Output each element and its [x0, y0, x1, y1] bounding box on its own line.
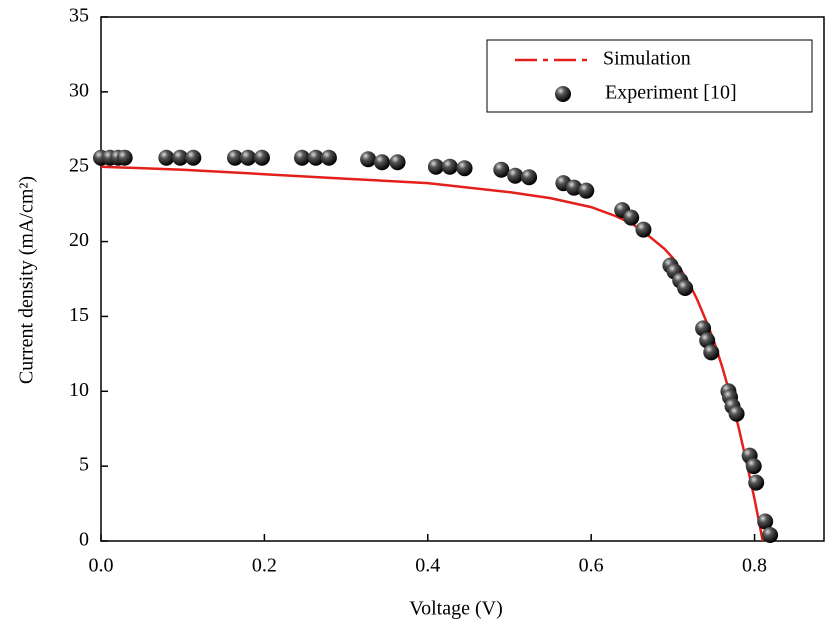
data-point [240, 149, 257, 166]
y-axis-title: Current density (mA/cm²) [16, 176, 38, 384]
x-tick-label: 0.8 [742, 555, 767, 577]
data-point [374, 154, 391, 171]
data-point [320, 149, 337, 166]
data-point [307, 149, 324, 166]
data-point [748, 474, 765, 491]
data-point [172, 149, 189, 166]
y-tick-label: 30 [69, 79, 89, 101]
y-tick-label: 20 [69, 229, 89, 251]
data-point [728, 405, 745, 422]
simulation-curve [100, 165, 764, 542]
data-point [456, 160, 473, 177]
y-tick-label: 5 [79, 454, 89, 476]
data-point [226, 149, 243, 166]
data-point [185, 149, 202, 166]
data-point [158, 149, 175, 166]
data-point [762, 527, 779, 544]
data-point [253, 149, 270, 166]
y-tick-label: 25 [69, 154, 89, 176]
x-axis-title: Voltage (V) [409, 598, 503, 620]
y-tick-label: 10 [69, 379, 89, 401]
x-tick-label: 0.2 [252, 555, 277, 577]
data-point [521, 169, 538, 186]
data-point [757, 513, 774, 530]
data-point [116, 149, 133, 166]
data-point [677, 279, 694, 296]
x-tick-label: 0.4 [415, 555, 440, 577]
data-point [493, 161, 510, 178]
x-tick-label: 0.0 [89, 555, 114, 577]
data-point [507, 167, 524, 184]
legend-marker [555, 86, 571, 102]
y-tick-label: 35 [69, 5, 89, 27]
data-point [745, 458, 762, 475]
y-tick-label: 0 [79, 529, 89, 551]
legend-box [486, 39, 813, 113]
legend-label: Simulation [603, 48, 691, 70]
data-point [623, 209, 640, 226]
y-tick-label: 15 [69, 304, 89, 326]
data-point [360, 151, 377, 168]
data-point [635, 221, 652, 238]
data-point [389, 154, 406, 171]
data-point [578, 182, 595, 199]
data-point [441, 158, 458, 175]
x-tick-label: 0.6 [579, 555, 604, 577]
plot-frame [100, 16, 825, 542]
data-point [293, 149, 310, 166]
data-point [566, 179, 583, 196]
data-point [427, 158, 444, 175]
legend-label: Experiment [10] [605, 82, 737, 104]
data-point [703, 344, 720, 361]
